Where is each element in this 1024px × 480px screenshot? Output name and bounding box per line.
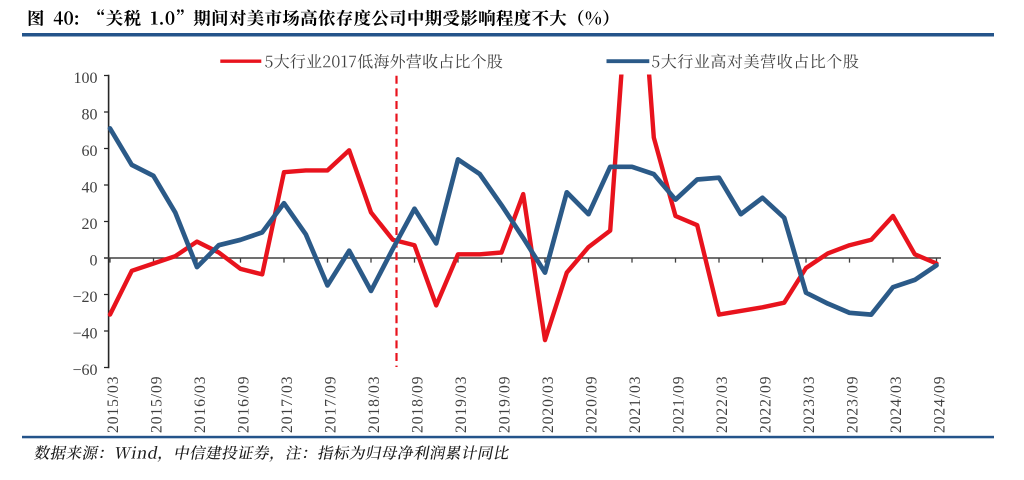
svg-text:80: 80 — [82, 106, 98, 123]
svg-text:2020/03: 2020/03 — [540, 376, 557, 433]
svg-text:2016/09: 2016/09 — [236, 376, 253, 433]
svg-text:−60: −60 — [72, 362, 97, 379]
svg-text:−20: −20 — [72, 289, 97, 306]
svg-text:2021/03: 2021/03 — [627, 376, 644, 433]
svg-text:2024/09: 2024/09 — [932, 376, 949, 433]
svg-text:2018/09: 2018/09 — [410, 376, 427, 433]
svg-text:2019/03: 2019/03 — [453, 376, 470, 433]
svg-text:2023/09: 2023/09 — [845, 376, 862, 433]
svg-text:2015/03: 2015/03 — [105, 376, 122, 433]
svg-text:2015/09: 2015/09 — [149, 376, 166, 433]
svg-text:2019/09: 2019/09 — [497, 376, 514, 433]
svg-text:2024/03: 2024/03 — [888, 376, 905, 433]
svg-text:2017/03: 2017/03 — [279, 376, 296, 433]
svg-text:−40: −40 — [72, 325, 97, 342]
svg-text:20: 20 — [82, 216, 98, 233]
svg-text:100: 100 — [74, 70, 98, 87]
svg-text:40: 40 — [82, 179, 98, 196]
svg-text:2021/09: 2021/09 — [671, 376, 688, 433]
svg-text:60: 60 — [82, 143, 98, 160]
svg-text:2016/03: 2016/03 — [192, 376, 209, 433]
svg-text:2020/09: 2020/09 — [584, 376, 601, 433]
svg-text:2022/03: 2022/03 — [714, 376, 731, 433]
svg-text:2017/09: 2017/09 — [323, 376, 340, 433]
svg-text:0: 0 — [90, 252, 98, 269]
svg-text:2022/09: 2022/09 — [758, 376, 775, 433]
svg-text:2018/03: 2018/03 — [366, 376, 383, 433]
svg-text:2023/03: 2023/03 — [801, 376, 818, 433]
